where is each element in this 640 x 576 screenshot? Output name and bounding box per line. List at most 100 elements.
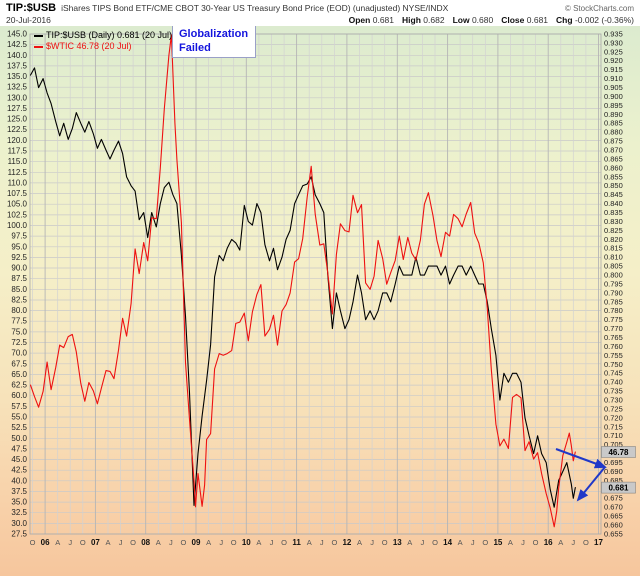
trend-arrow-annotation	[555, 448, 607, 502]
y-left-tick-label: 50.0	[11, 434, 27, 443]
x-month-tick-label: A	[256, 538, 261, 547]
y-right-tick-label: 0.840	[604, 199, 623, 208]
y-left-tick-label: 45.0	[11, 455, 27, 464]
x-month-tick-label: A	[307, 538, 312, 547]
x-month-tick-label: J	[320, 538, 324, 547]
x-year-tick-label: 14	[443, 538, 452, 547]
close-label: Close	[501, 15, 525, 25]
quote-open: Open 0.681	[349, 15, 394, 25]
x-month-tick-label: J	[471, 538, 475, 547]
y-left-tick-label: 42.5	[11, 466, 27, 475]
y-right-tick-label: 0.755	[604, 351, 623, 360]
low-label: Low	[452, 15, 470, 25]
y-left-tick-label: 130.0	[7, 93, 28, 102]
y-left-tick-label: 90.0	[11, 264, 27, 273]
x-year-tick-label: 17	[594, 538, 603, 547]
y-right-tick-label: 0.750	[604, 360, 623, 369]
y-left-tick-label: 35.0	[11, 498, 27, 507]
y-right-tick-label: 0.880	[604, 128, 623, 137]
series-line-tipusb	[29, 67, 576, 508]
y-left-tick-label: 32.5	[11, 508, 27, 517]
ratio-series-swatch-icon	[34, 34, 43, 37]
y-right-tick-label: 0.835	[604, 208, 623, 217]
copyright: © StockCharts.com	[564, 4, 634, 13]
y-right-tick-label: 0.920	[604, 56, 623, 65]
y-right-tick-label: 0.810	[604, 253, 623, 262]
quote-date: 20-Jul-2016	[6, 15, 51, 25]
y-right-tick-label: 0.695	[604, 458, 623, 467]
y-left-tick-label: 30.0	[11, 519, 27, 528]
chart-background	[0, 26, 640, 576]
symbol: TIP:$USB	[6, 2, 57, 14]
y-right-tick-label: 0.905	[604, 83, 623, 92]
y-right-tick-label: 0.875	[604, 137, 623, 146]
y-left-tick-label: 105.0	[7, 200, 28, 209]
y-left-tick-label: 125.0	[7, 115, 28, 124]
x-month-tick-label: O	[281, 538, 287, 547]
quote-chg: Chg -0.002 (-0.36%)	[556, 15, 634, 25]
x-month-tick-label: J	[68, 538, 72, 547]
symbol-description: iShares TIPS Bond ETF/CME CBOT 30-Year U…	[61, 3, 449, 13]
high-value: 0.682	[423, 15, 445, 25]
y-left-tick-label: 55.0	[11, 413, 27, 422]
y-right-tick-label: 0.885	[604, 119, 623, 128]
y-right-tick-label: 0.760	[604, 342, 623, 351]
callout-annotation: Globalization Failed	[172, 25, 257, 58]
y-right-tick-label: 0.780	[604, 306, 623, 315]
x-month-tick-label: J	[421, 538, 425, 547]
y-right-tick-label: 0.890	[604, 110, 623, 119]
y-left-tick-label: 80.0	[11, 306, 27, 315]
x-month-tick-label: O	[80, 538, 86, 547]
x-year-tick-label: 08	[141, 538, 150, 547]
x-year-tick-label: 11	[292, 538, 301, 547]
y-left-tick-label: 127.5	[7, 104, 28, 113]
x-month-tick-label: J	[571, 538, 575, 547]
x-month-tick-label: A	[206, 538, 211, 547]
ratio-last-value-label: 0.681	[608, 483, 629, 492]
high-label: High	[402, 15, 421, 25]
y-left-tick-label: 57.5	[11, 402, 27, 411]
x-month-tick-label: A	[156, 538, 161, 547]
y-left-tick-label: 142.5	[7, 40, 28, 49]
y-right-tick-label: 0.860	[604, 163, 623, 172]
title-row: TIP:$USB iShares TIPS Bond ETF/CME CBOT …	[0, 0, 640, 14]
x-month-tick-label: O	[30, 538, 36, 547]
y-right-tick-label: 0.775	[604, 315, 623, 324]
y-right-tick-label: 0.925	[604, 47, 623, 56]
x-month-tick-label: A	[407, 538, 412, 547]
chg-value: -0.002 (-0.36%)	[574, 15, 634, 25]
y-left-tick-label: 65.0	[11, 370, 27, 379]
series-line-wtic	[29, 34, 576, 528]
x-month-tick-label: J	[521, 538, 525, 547]
x-month-tick-label: A	[558, 538, 563, 547]
y-right-tick-label: 0.855	[604, 172, 623, 181]
trend-arrow-segment	[576, 466, 606, 502]
quote-high: High 0.682	[402, 15, 445, 25]
y-left-tick-label: 100.0	[7, 221, 28, 230]
y-left-tick-label: 60.0	[11, 391, 27, 400]
y-right-tick-label: 0.655	[604, 529, 623, 538]
trend-arrow-segment	[555, 448, 607, 469]
y-right-tick-label: 0.900	[604, 92, 623, 101]
low-value: 0.680	[471, 15, 494, 25]
y-right-tick-label: 0.735	[604, 387, 623, 396]
y-right-tick-label: 0.935	[604, 29, 623, 38]
wtic-last-value-box	[601, 446, 636, 458]
open-value: 0.681	[372, 15, 395, 25]
y-left-tick-label: 132.5	[7, 83, 28, 92]
y-left-tick-label: 115.0	[8, 157, 28, 166]
y-left-tick-label: 82.5	[11, 296, 27, 305]
y-right-tick-label: 0.910	[604, 74, 623, 83]
y-left-tick-label: 107.5	[7, 189, 28, 198]
quote-row: 20-Jul-2016 Open 0.681 High 0.682 Low 0.…	[0, 14, 640, 25]
y-left-tick-label: 140.0	[7, 51, 28, 60]
callout-line1: Globalization	[179, 28, 249, 40]
x-month-tick-label: O	[130, 538, 136, 547]
series-lines	[29, 34, 576, 528]
y-right-tick-label: 0.850	[604, 181, 623, 190]
x-month-tick-label: J	[119, 538, 123, 547]
x-month-tick-label: O	[180, 538, 186, 547]
x-month-tick-label: O	[331, 538, 337, 547]
y-left-tick-label: 47.5	[11, 444, 27, 453]
